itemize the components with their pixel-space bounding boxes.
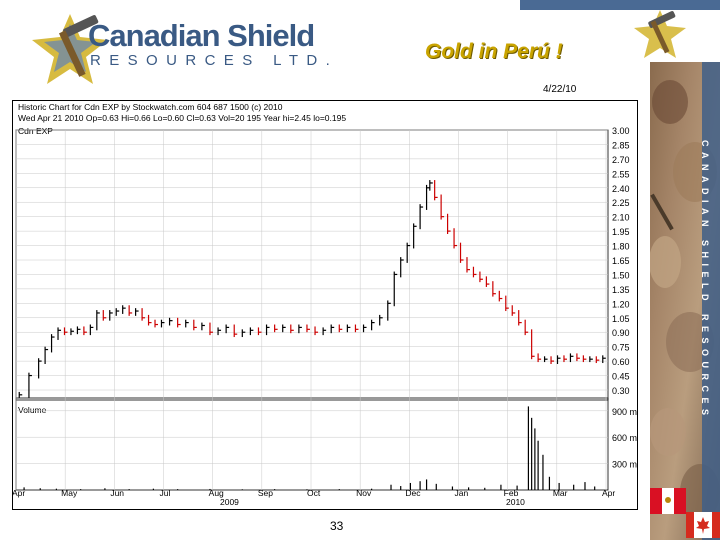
volume-tick-label: 900 m	[612, 407, 637, 417]
month-tick-label: May	[61, 488, 78, 498]
month-tick-label: Nov	[356, 488, 372, 498]
price-tick-label: 2.10	[612, 213, 630, 223]
price-tick-label: 0.45	[612, 372, 630, 382]
price-tick-label: 1.50	[612, 270, 630, 280]
price-tick-label: 2.55	[612, 169, 630, 179]
volume-tick-label: 300 m	[612, 460, 637, 470]
side-vertical-text: CANADIAN SHIELD RESOURCES	[700, 140, 718, 440]
price-tick-label: 2.40	[612, 184, 630, 194]
year-label-2010: 2010	[506, 497, 525, 507]
price-tick-label: 1.05	[612, 314, 630, 324]
month-tick-label: Jan	[455, 488, 469, 498]
month-tick-label: Mar	[553, 488, 568, 498]
month-tick-label: Sep	[258, 488, 273, 498]
month-tick-label: Jun	[110, 488, 124, 498]
price-tick-label: 2.85	[612, 140, 630, 150]
price-tick-label: 1.65	[612, 256, 630, 266]
price-tick-label: 0.60	[612, 357, 630, 367]
price-tick-label: 0.75	[612, 343, 630, 353]
chart-title-line1: Historic Chart for Cdn EXP by Stockwatch…	[18, 102, 283, 112]
month-tick-label: Apr	[12, 488, 25, 498]
volume-label: Volume	[18, 405, 47, 415]
page-number: 33	[330, 519, 344, 533]
price-tick-label: 2.25	[612, 198, 630, 208]
month-tick-label: Apr	[602, 488, 615, 498]
top-color-band	[520, 0, 720, 10]
side-text-label: CANADIAN SHIELD RESOURCES	[700, 140, 710, 421]
chart-title-line2: Wed Apr 21 2010 Op=0.63 Hi=0.66 Lo=0.60 …	[18, 113, 346, 123]
price-tick-label: 2.70	[612, 155, 630, 165]
price-tick-label: 1.95	[612, 227, 630, 237]
side-logo-icon	[630, 8, 690, 60]
price-tick-label: 0.30	[612, 386, 630, 396]
month-tick-label: Oct	[307, 488, 321, 498]
canada-flag-icon	[686, 512, 720, 538]
slide-headline: Gold in Perú !	[425, 40, 563, 63]
volume-tick-label: 600 m	[612, 433, 637, 443]
star-hammer-icon	[32, 14, 108, 84]
side-photo-strip	[650, 62, 720, 540]
month-tick-label: Feb	[504, 488, 519, 498]
month-tick-label: Aug	[209, 488, 224, 498]
price-tick-label: 1.80	[612, 242, 630, 252]
chart-date: 4/22/10	[543, 84, 577, 95]
price-tick-label: 1.20	[612, 299, 630, 309]
stock-chart: Historic Chart for Cdn EXP by Stockwatch…	[12, 100, 638, 510]
month-tick-label: Dec	[405, 488, 421, 498]
price-tick-label: 3.00	[612, 126, 630, 136]
peru-flag-icon	[650, 488, 686, 514]
series-label: Cdn EXP	[18, 126, 53, 136]
company-subtitle: RESOURCES LTD.	[90, 52, 339, 69]
chart-canvas: Historic Chart for Cdn EXP by Stockwatch…	[12, 100, 638, 510]
month-tick-label: Jul	[160, 488, 171, 498]
price-tick-label: 0.90	[612, 328, 630, 338]
company-name: Canadian Shield	[88, 18, 315, 53]
year-label-2009: 2009	[220, 497, 239, 507]
price-tick-label: 1.35	[612, 285, 630, 295]
company-logo	[30, 12, 340, 87]
